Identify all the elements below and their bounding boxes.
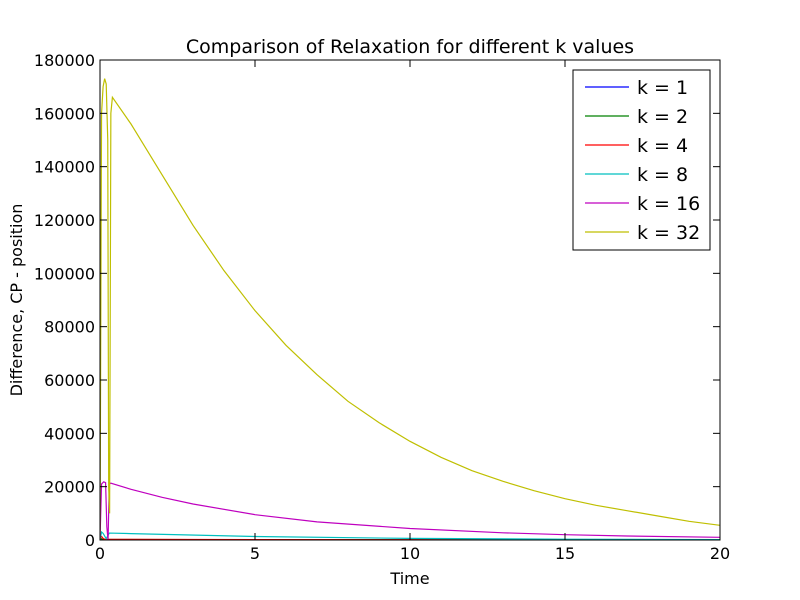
legend-label: k = 32	[637, 222, 700, 244]
y-tick-label: 180000	[34, 51, 95, 70]
legend-label: k = 2	[637, 106, 688, 128]
legend-label: k = 4	[637, 135, 688, 157]
legend-label: k = 16	[637, 193, 700, 215]
y-tick-label: 120000	[34, 211, 95, 230]
y-tick-label: 100000	[34, 264, 95, 283]
legend-label: k = 8	[637, 164, 688, 186]
y-tick-label: 60000	[44, 371, 95, 390]
x-tick-label: 20	[710, 544, 730, 563]
series-line-4	[100, 530, 720, 540]
x-tick-label: 15	[555, 544, 575, 563]
legend: k = 1 k = 2 k = 4 k = 8 k = 16 k = 32	[572, 69, 711, 251]
series-line-6	[100, 78, 720, 540]
legend-box	[572, 69, 711, 251]
x-tick-label: 5	[250, 544, 260, 563]
chart-title: Comparison of Relaxation for different k…	[186, 36, 634, 58]
x-tick-label: 0	[95, 544, 105, 563]
y-axis-label: Difference, CP - position	[7, 204, 26, 397]
y-tick-label: 80000	[44, 318, 95, 337]
y-tick-label: 40000	[44, 424, 95, 443]
series-line-5	[100, 481, 720, 540]
y-tick-label: 140000	[34, 158, 95, 177]
x-tick-label: 10	[400, 544, 420, 563]
x-axis-label: Time	[389, 569, 429, 588]
legend-label: k = 1	[637, 77, 688, 99]
y-tick-label: 20000	[44, 478, 95, 497]
y-tick-label: 160000	[34, 104, 95, 123]
y-tick-label: 0	[85, 531, 95, 550]
